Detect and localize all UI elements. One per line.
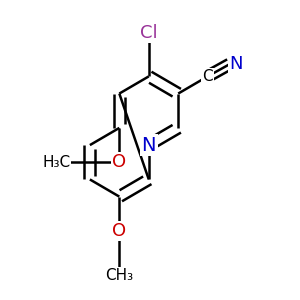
Text: CH₃: CH₃	[105, 268, 134, 283]
Text: O: O	[112, 222, 126, 240]
Text: C: C	[202, 69, 213, 84]
Text: H₃C: H₃C	[42, 155, 70, 170]
Text: Cl: Cl	[140, 24, 158, 42]
Text: N: N	[230, 55, 243, 73]
Text: O: O	[112, 153, 126, 171]
Text: N: N	[142, 136, 156, 154]
